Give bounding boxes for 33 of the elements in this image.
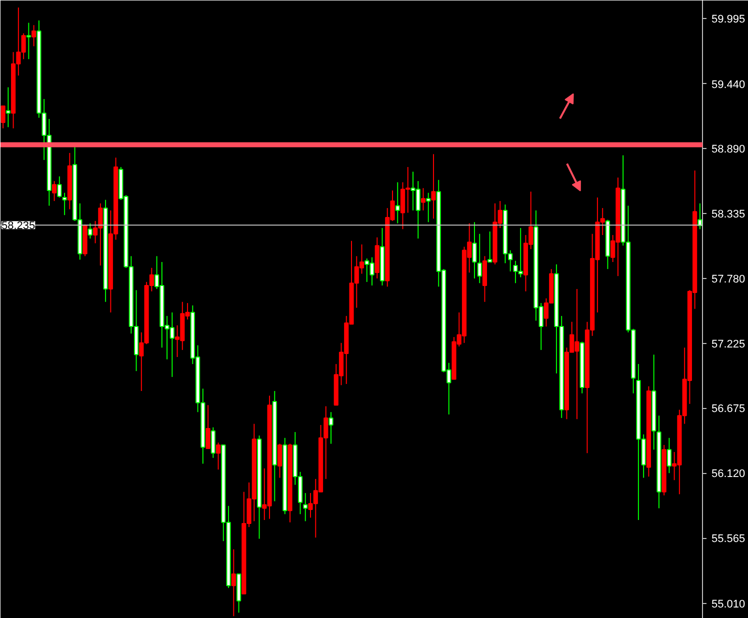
y-tick-label: 55.565 bbox=[712, 533, 746, 546]
candlestick bbox=[472, 222, 477, 279]
y-tick-label: 56.675 bbox=[712, 403, 746, 416]
candlestick bbox=[88, 222, 92, 240]
candlestick bbox=[303, 492, 308, 522]
candlestick bbox=[431, 154, 436, 220]
y-tick-label: 58.890 bbox=[712, 143, 746, 156]
candlestick bbox=[395, 182, 400, 224]
candlestick bbox=[206, 404, 210, 449]
candlestick bbox=[666, 437, 672, 474]
candlestick bbox=[62, 192, 67, 216]
y-tick-label: 57.225 bbox=[712, 338, 746, 351]
candlestick bbox=[277, 443, 282, 478]
y-tick-label: 59.440 bbox=[712, 78, 746, 91]
candlestick bbox=[328, 412, 334, 444]
candlestick bbox=[57, 176, 62, 198]
candlestick bbox=[216, 442, 221, 470]
y-tick-label: 56.120 bbox=[712, 468, 746, 480]
y-tick-label: 59.995 bbox=[712, 14, 746, 26]
candlestick bbox=[32, 24, 36, 47]
candlestick bbox=[26, 22, 31, 60]
candlestick bbox=[52, 180, 57, 202]
y-tick-label: 57.780 bbox=[712, 273, 746, 286]
candlestick bbox=[477, 233, 482, 284]
candlestick bbox=[231, 548, 236, 617]
candlestick bbox=[420, 188, 426, 211]
y-tick-label: 55.010 bbox=[712, 598, 746, 610]
y-tick-label: 58.335 bbox=[712, 208, 746, 220]
candlestick bbox=[0, 106, 6, 129]
candlestick bbox=[210, 426, 216, 458]
candlestick bbox=[488, 231, 492, 263]
candlestick bbox=[6, 86, 10, 128]
candlestick bbox=[426, 192, 431, 223]
